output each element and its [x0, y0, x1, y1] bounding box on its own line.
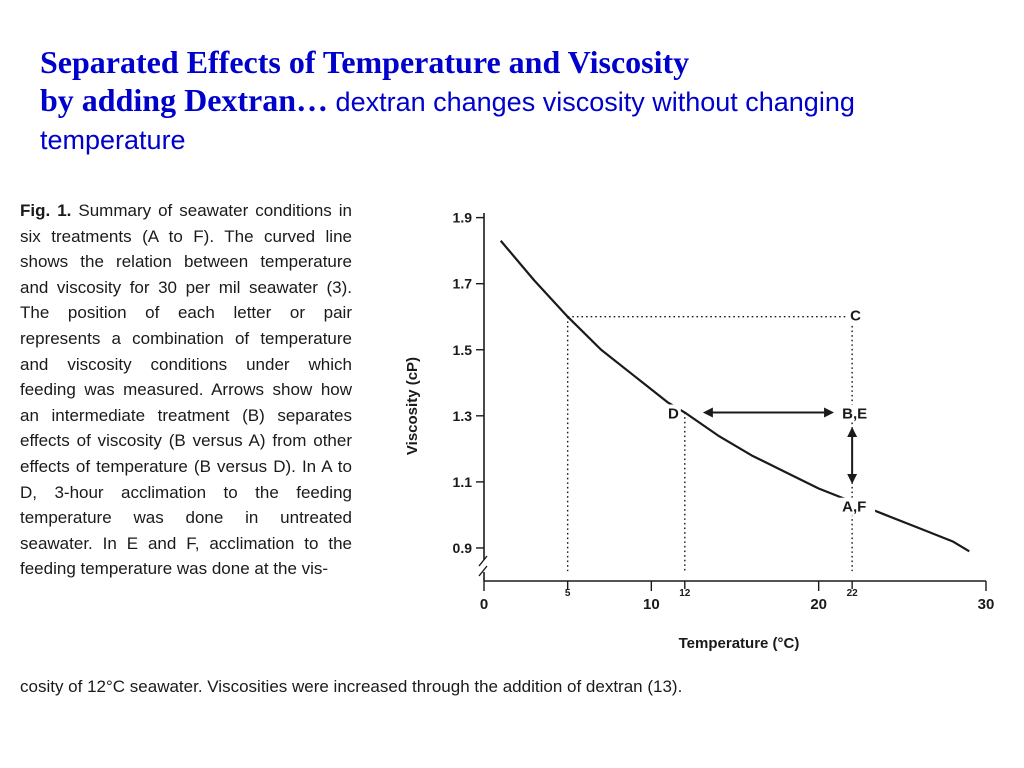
x-tick-label: 5	[565, 588, 571, 599]
y-tick-label: 1.9	[453, 210, 473, 226]
y-tick-label: 1.3	[453, 408, 473, 424]
title-line-1: Separated Effects of Temperature and Vis…	[40, 44, 690, 80]
x-tick-label: 22	[847, 588, 859, 599]
x-tick-label: 10	[643, 596, 660, 613]
title-line-2-bold: by adding Dextran…	[40, 82, 329, 118]
viscosity-curve	[499, 240, 970, 553]
guide-lines	[566, 316, 853, 572]
caption-tail: cosity of 12°C seawater. Viscosities wer…	[20, 677, 683, 696]
viscosity-curve-line	[499, 240, 970, 553]
point-label-d: D	[668, 406, 679, 423]
y-tick-label: 1.5	[453, 342, 473, 358]
treatment-labels: C D B,E A,F	[664, 306, 876, 516]
y-tick-label: 1.1	[453, 474, 473, 490]
point-label-bg	[664, 404, 681, 423]
x-axis-label: Temperature (°C)	[679, 635, 800, 652]
y-tick-label: 0.9	[453, 540, 473, 556]
y-axis-break	[478, 555, 488, 577]
figure-caption: Fig. 1. Summary of seawater conditions i…	[20, 198, 352, 582]
point-label-c: C	[850, 308, 861, 325]
title-subtitle: dextran changes viscosity without changi…	[40, 87, 855, 155]
axes: 0.9 1.1 1.3 1.5 1.7 1.9 0 5 10 12 20 22 30	[453, 210, 995, 613]
title-line-2: by adding Dextran… dextran changes visco…	[40, 82, 1000, 158]
point-label-bg	[839, 497, 876, 516]
figure-label: Fig. 1.	[20, 201, 72, 220]
x-tick-label: 12	[679, 588, 691, 599]
point-label-a-f: A,F	[842, 499, 866, 516]
caption-body: Summary of seawater conditions in six tr…	[20, 201, 352, 579]
point-label-bg	[839, 404, 876, 423]
y-axis-label: Viscosity (cP)	[404, 357, 421, 455]
x-tick-label: 0	[480, 596, 488, 613]
x-tick-label: 20	[810, 596, 827, 613]
point-label-b-e: B,E	[842, 406, 867, 423]
arrows	[702, 407, 858, 484]
point-label-bg	[847, 306, 864, 325]
x-tick-label: 30	[978, 596, 995, 613]
y-tick-label: 1.7	[453, 276, 473, 292]
slide-title: Separated Effects of Temperature and Vis…	[40, 42, 1000, 158]
